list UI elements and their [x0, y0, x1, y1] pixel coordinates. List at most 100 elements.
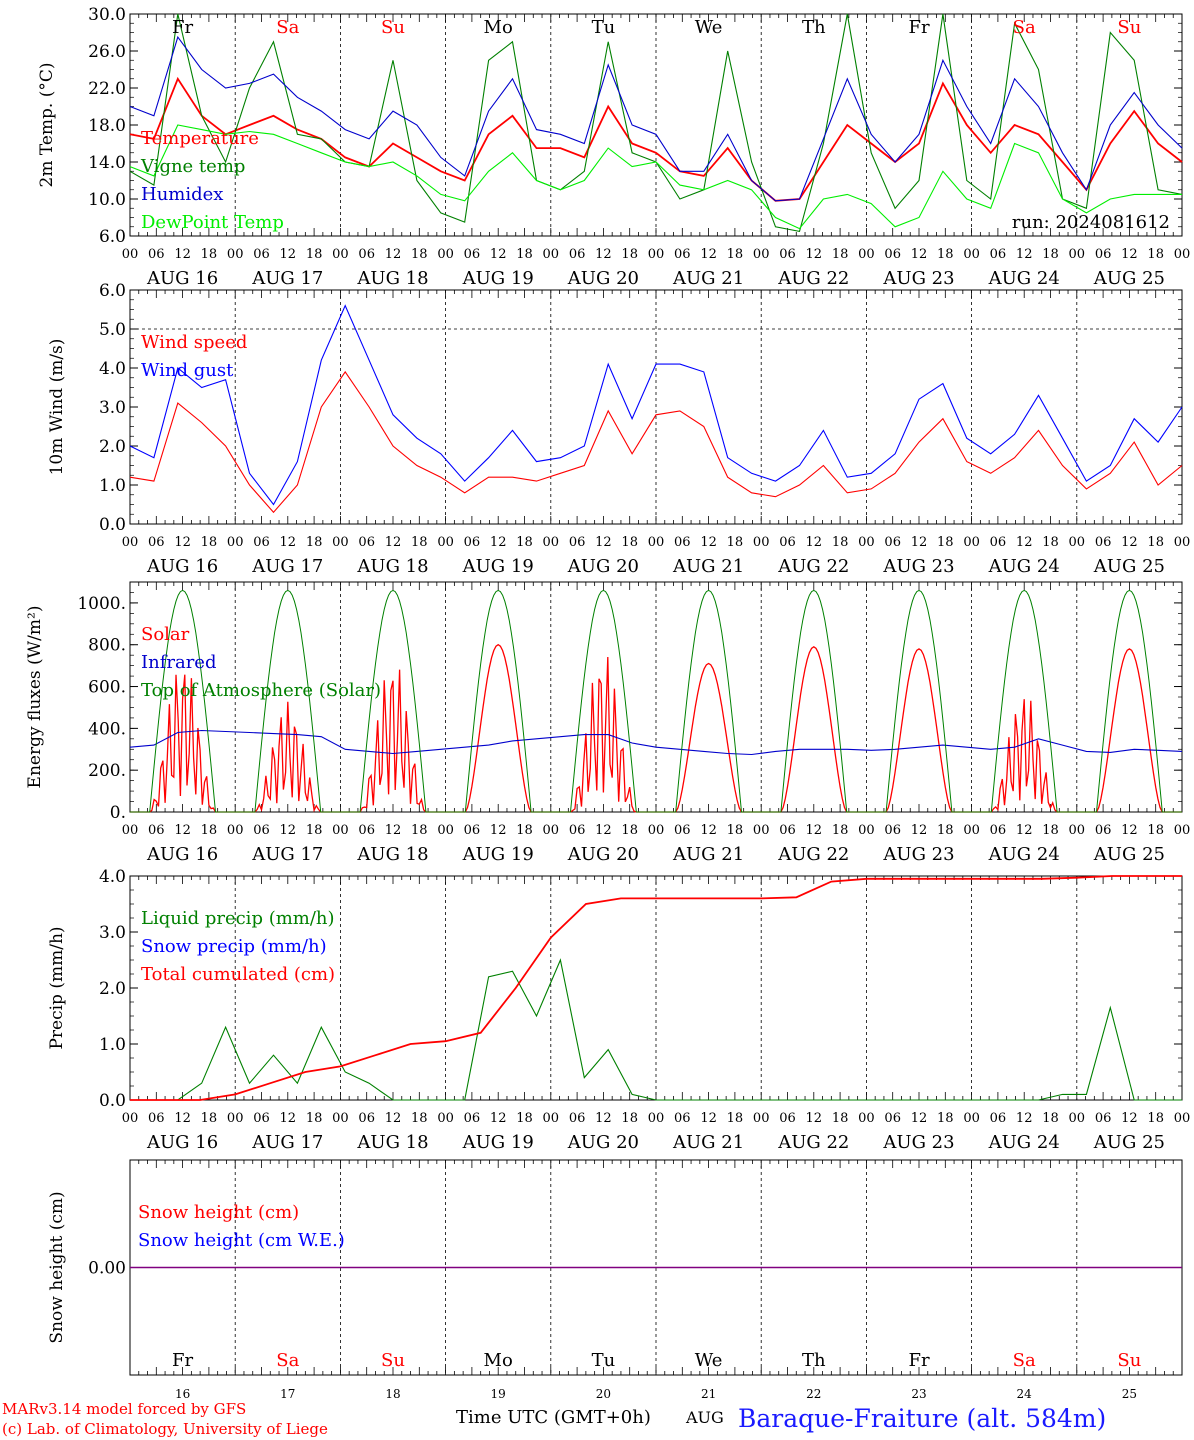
- x-tick-label: 18: [516, 247, 533, 262]
- day-label: AUG 20: [567, 844, 639, 865]
- y-tick-label: 1000.: [77, 594, 126, 614]
- x-tick-label: 06: [253, 247, 270, 262]
- series-0: [129, 76, 1183, 202]
- x-tick-label: 12: [1121, 247, 1138, 262]
- x-tick-label: 06: [674, 823, 691, 838]
- x-tick-label: 12: [911, 247, 928, 262]
- x-tick-label: 06: [779, 823, 796, 838]
- x-tick-label: 18: [1147, 823, 1164, 838]
- weekday-bottom: Su: [1117, 1350, 1141, 1371]
- x-tick-label: 18: [1042, 823, 1059, 838]
- x-tick-label: 00: [332, 247, 349, 262]
- panel-1: 6.0 10.0 14.0 18.0 22.0 26.0 30.0 2m Temp. (°C)…: [37, 5, 1190, 289]
- legend-entry: Snow height (cm): [138, 1202, 299, 1223]
- x-tick-label: 18: [621, 823, 638, 838]
- legend-entry: Wind speed: [141, 332, 247, 353]
- y-tick-label: 3.0: [99, 923, 126, 943]
- x-tick-label: 12: [490, 1111, 507, 1126]
- x-tick-label: 00: [227, 535, 244, 550]
- x-tick-label: 00: [648, 247, 665, 262]
- x-tick-label: 00: [1174, 823, 1191, 838]
- y-tick-label: 3.0: [99, 398, 126, 418]
- weekday-bottom: Th: [802, 1350, 826, 1371]
- x-tick-label: 00: [1174, 535, 1191, 550]
- day-label: AUG 22: [777, 1132, 849, 1153]
- weekday-bottom: Fr: [172, 1350, 193, 1371]
- x-tick-label: 00: [543, 247, 560, 262]
- x-tick-label: 12: [1016, 1111, 1033, 1126]
- x-tick-label: 00: [648, 535, 665, 550]
- x-tick-label: 06: [464, 1111, 481, 1126]
- y-tick-label: 0.0: [99, 515, 126, 535]
- x-tick-label: 18: [201, 1111, 218, 1126]
- y-tick-label: 1.0: [99, 1035, 126, 1055]
- series-2: [129, 35, 1183, 202]
- y-tick-label: 4.0: [99, 867, 126, 887]
- x-tick-label: 06: [1095, 1111, 1112, 1126]
- y-tick-label: 600.: [88, 678, 126, 698]
- day-label: AUG 18: [356, 268, 428, 289]
- x-tick-label: 12: [174, 247, 191, 262]
- x-tick-label: 12: [174, 535, 191, 550]
- day-label: AUG 20: [567, 268, 639, 289]
- y-tick-label: 18.0: [88, 116, 126, 136]
- x-tick-label: 18: [411, 823, 428, 838]
- x-tick-label: 06: [884, 1111, 901, 1126]
- x-tick-label: 12: [595, 247, 612, 262]
- day-label: AUG 17: [251, 556, 323, 577]
- x-tick-label: 06: [1095, 823, 1112, 838]
- x-tick-label: 18: [306, 535, 323, 550]
- x-tick-label: 06: [779, 1111, 796, 1126]
- x-tick-label: 00: [1069, 823, 1086, 838]
- x-tick-label: 12: [490, 247, 507, 262]
- x-tick-label: 00: [543, 823, 560, 838]
- day-label: AUG 22: [777, 556, 849, 577]
- x-tick-label: 18: [411, 247, 428, 262]
- day-number: 18: [385, 1387, 400, 1401]
- y-axis-label: 2m Temp. (°C): [37, 62, 57, 187]
- x-tick-label: 18: [1147, 535, 1164, 550]
- x-tick-label: 12: [1121, 823, 1138, 838]
- y-tick-label: 0.: [110, 803, 126, 823]
- day-label: AUG 16: [146, 844, 218, 865]
- x-tick-label: 18: [937, 1111, 954, 1126]
- y-tick-label: 5.0: [99, 320, 126, 340]
- day-number: 17: [280, 1387, 295, 1401]
- x-tick-label: 06: [148, 1111, 165, 1126]
- x-tick-label: 12: [700, 823, 717, 838]
- x-tick-label: 18: [621, 1111, 638, 1126]
- x-tick-label: 18: [832, 535, 849, 550]
- x-tick-label: 00: [753, 535, 770, 550]
- x-tick-label: 18: [1042, 1111, 1059, 1126]
- y-tick-label: 10.0: [88, 190, 126, 210]
- x-tick-label: 12: [490, 823, 507, 838]
- x-tick-label: 06: [253, 1111, 270, 1126]
- x-tick-label: 00: [1174, 247, 1191, 262]
- y-tick-label: 1.0: [99, 476, 126, 496]
- x-tick-label: 00: [1069, 1111, 1086, 1126]
- day-label: AUG 24: [988, 844, 1060, 865]
- x-tick-label: 00: [437, 823, 454, 838]
- x-tick-label: 18: [937, 535, 954, 550]
- month-label: AUG: [685, 1408, 724, 1427]
- x-tick-label: 12: [280, 1111, 297, 1126]
- day-number: 20: [596, 1387, 611, 1401]
- x-tick-label: 18: [1042, 535, 1059, 550]
- y-tick-label: 2.0: [99, 979, 126, 999]
- x-tick-label: 00: [122, 535, 139, 550]
- x-tick-label: 00: [858, 247, 875, 262]
- day-label: AUG 20: [567, 556, 639, 577]
- weekday-top: Sa: [1013, 17, 1036, 38]
- legend-entry: Snow precip (mm/h): [141, 936, 327, 957]
- x-tick-label: 06: [1095, 535, 1112, 550]
- series-1: [129, 729, 1183, 756]
- series-0: [130, 958, 1182, 1101]
- x-tick-label: 18: [832, 247, 849, 262]
- x-tick-label: 00: [437, 1111, 454, 1126]
- x-tick-label: 00: [858, 535, 875, 550]
- x-tick-label: 00: [332, 535, 349, 550]
- x-tick-label: 06: [569, 823, 586, 838]
- x-tick-label: 00: [122, 247, 139, 262]
- x-tick-label: 00: [1069, 247, 1086, 262]
- x-tick-label: 12: [911, 535, 928, 550]
